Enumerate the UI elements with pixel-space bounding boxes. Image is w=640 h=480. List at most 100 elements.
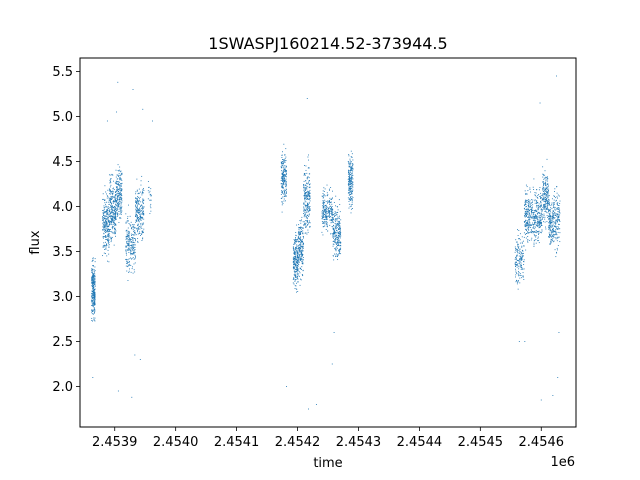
data-point bbox=[118, 211, 120, 212]
data-point bbox=[557, 228, 558, 230]
data-point bbox=[131, 245, 133, 247]
data-point bbox=[552, 232, 554, 234]
data-point bbox=[530, 191, 531, 193]
data-point bbox=[307, 220, 309, 221]
data-point bbox=[528, 219, 530, 221]
data-point bbox=[114, 230, 116, 232]
data-point bbox=[351, 165, 353, 167]
data-point bbox=[517, 244, 519, 246]
data-point bbox=[522, 272, 524, 274]
data-point bbox=[328, 210, 330, 212]
y-axis-label: flux bbox=[28, 230, 43, 254]
data-point bbox=[137, 216, 138, 218]
data-point bbox=[117, 188, 119, 190]
data-point bbox=[527, 225, 529, 227]
data-point bbox=[528, 210, 529, 212]
data-point bbox=[120, 202, 122, 204]
data-point bbox=[302, 270, 304, 272]
data-point bbox=[150, 193, 152, 195]
data-point bbox=[283, 160, 285, 162]
data-point bbox=[350, 178, 352, 179]
data-point bbox=[293, 260, 295, 262]
data-point bbox=[331, 197, 333, 199]
data-point bbox=[139, 200, 141, 202]
data-point bbox=[556, 208, 558, 210]
data-point bbox=[529, 225, 531, 227]
data-point bbox=[305, 196, 307, 198]
data-point bbox=[521, 259, 523, 261]
data-point bbox=[323, 207, 325, 208]
data-point bbox=[130, 221, 132, 223]
data-point bbox=[92, 290, 94, 292]
data-point bbox=[299, 284, 301, 286]
data-point bbox=[547, 191, 549, 193]
data-point bbox=[329, 213, 331, 215]
data-point bbox=[307, 224, 309, 225]
data-point bbox=[336, 238, 338, 240]
data-point bbox=[340, 253, 342, 255]
data-point bbox=[336, 230, 338, 232]
data-point bbox=[337, 259, 339, 261]
data-point bbox=[303, 210, 305, 212]
data-point bbox=[119, 206, 121, 208]
data-point bbox=[295, 249, 297, 251]
data-point bbox=[130, 250, 132, 252]
data-point bbox=[556, 215, 557, 217]
data-point bbox=[543, 196, 545, 198]
data-point bbox=[529, 224, 531, 226]
data-point bbox=[142, 207, 144, 209]
data-point bbox=[130, 241, 132, 243]
data-point bbox=[135, 205, 136, 207]
data-point bbox=[281, 173, 283, 175]
data-point bbox=[135, 213, 137, 215]
data-point bbox=[538, 223, 540, 225]
data-point bbox=[326, 215, 328, 217]
data-point bbox=[337, 221, 339, 223]
data-point bbox=[349, 200, 351, 201]
data-point bbox=[117, 189, 119, 191]
data-point bbox=[283, 169, 285, 171]
data-point bbox=[338, 252, 340, 254]
data-point bbox=[102, 222, 104, 224]
data-point bbox=[349, 191, 351, 193]
data-point bbox=[340, 232, 342, 234]
data-point bbox=[550, 219, 552, 221]
data-point bbox=[350, 205, 352, 207]
data-point bbox=[104, 227, 106, 229]
data-point bbox=[335, 242, 337, 244]
data-point bbox=[103, 225, 105, 227]
data-point bbox=[528, 206, 529, 208]
data-point bbox=[525, 228, 527, 230]
data-point bbox=[302, 262, 304, 264]
data-point bbox=[331, 233, 333, 235]
data-point bbox=[540, 219, 541, 221]
data-point bbox=[118, 183, 119, 185]
data-point bbox=[91, 299, 93, 301]
data-point bbox=[282, 174, 284, 176]
data-point bbox=[550, 216, 551, 218]
data-point bbox=[281, 204, 283, 206]
data-point bbox=[293, 267, 295, 269]
data-point bbox=[284, 175, 286, 177]
data-point bbox=[103, 223, 105, 225]
data-point bbox=[284, 160, 286, 162]
data-point bbox=[307, 196, 308, 197]
data-point bbox=[128, 251, 130, 253]
data-point bbox=[282, 162, 284, 164]
data-point bbox=[102, 226, 104, 228]
data-point bbox=[141, 216, 143, 218]
data-point bbox=[323, 214, 325, 216]
data-point bbox=[126, 249, 128, 251]
data-point bbox=[544, 193, 546, 194]
data-point bbox=[116, 197, 118, 199]
data-point bbox=[543, 177, 545, 179]
data-point bbox=[520, 257, 522, 259]
data-point bbox=[308, 196, 310, 198]
data-point bbox=[294, 274, 296, 276]
data-point bbox=[322, 234, 324, 236]
data-point bbox=[335, 254, 337, 256]
data-point bbox=[324, 188, 326, 190]
data-point bbox=[556, 252, 558, 254]
data-point bbox=[142, 108, 144, 110]
data-point bbox=[118, 176, 119, 177]
